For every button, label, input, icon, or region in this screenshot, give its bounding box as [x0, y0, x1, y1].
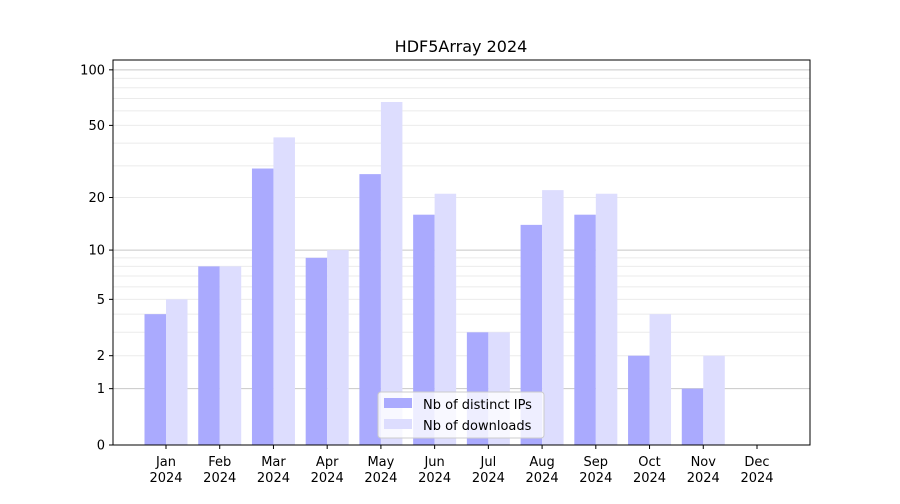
bar-downloads [434, 193, 457, 445]
bar-ips [520, 224, 543, 445]
y-tick-label: 1 [97, 382, 105, 397]
legend-swatch-downloads [384, 419, 412, 429]
x-tick-label: Jul 2024 [472, 455, 505, 486]
legend-label-downloads: Nb of downloads [423, 419, 532, 434]
bar-ips [681, 388, 704, 445]
bar-ips [359, 174, 381, 445]
bar-ips [198, 266, 220, 445]
y-tick-label: 5 [97, 293, 105, 308]
plot-frame [112, 59, 811, 446]
bar-downloads [380, 102, 403, 445]
x-tick-label: Mar 2024 [257, 455, 290, 486]
bar-ips [574, 214, 596, 445]
y-tick-label: 2 [97, 349, 105, 364]
bar-downloads [703, 355, 725, 445]
y-tick-label: 20 [88, 191, 105, 206]
bar-downloads [219, 266, 242, 445]
x-tick-label: Apr 2024 [311, 455, 344, 486]
y-tick-label: 10 [88, 244, 105, 259]
x-tick-label: Jan 2024 [149, 455, 182, 486]
bar-downloads [273, 137, 295, 445]
legend-swatch-ips [384, 398, 412, 408]
bar-downloads [166, 299, 188, 445]
x-tick-label: Jun 2024 [418, 455, 451, 486]
y-tick-label: 50 [88, 119, 105, 134]
x-tick-label: Oct 2024 [633, 455, 666, 486]
bar-ips [251, 168, 274, 445]
y-tick-label: 0 [97, 439, 105, 454]
x-tick-label: Sep 2024 [579, 455, 612, 486]
y-tick-label: 100 [80, 63, 105, 78]
chart-title: HDF5Array 2024 [395, 37, 528, 56]
legend-label-ips: Nb of distinct IPs [423, 398, 532, 413]
x-tick-label: Feb 2024 [203, 455, 236, 486]
x-tick-label: Aug 2024 [526, 455, 559, 486]
bar-downloads [649, 314, 672, 445]
x-tick-label: Dec 2024 [740, 455, 773, 486]
bar-ips [628, 355, 650, 445]
bar-ips [144, 314, 166, 445]
bar-downloads [327, 250, 349, 445]
bar-downloads [595, 193, 618, 445]
x-tick-label: May 2024 [364, 455, 397, 486]
bar-ips [413, 214, 435, 445]
bar-ips [305, 257, 328, 445]
legend: Nb of distinct IPs Nb of downloads [377, 391, 545, 439]
bar-downloads [542, 190, 564, 445]
x-tick-label: Nov 2024 [687, 455, 720, 486]
